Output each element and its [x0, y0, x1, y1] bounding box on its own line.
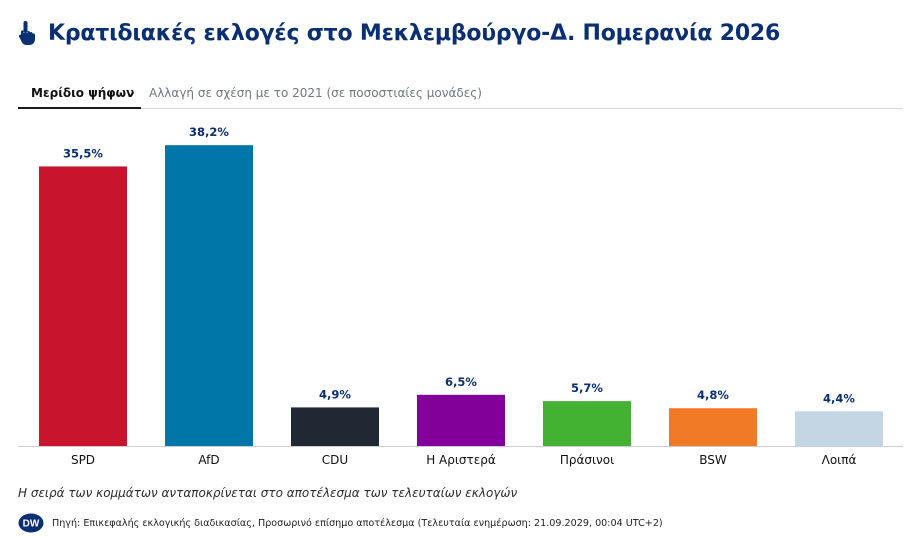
svg-text:DW: DW	[23, 519, 40, 530]
source-text: Πηγή: Επικεφαλής εκλογικής διαδικασίας, …	[52, 517, 663, 529]
source-row: DW Πηγή: Επικεφαλής εκλογικής διαδικασία…	[18, 513, 663, 533]
value-label-η-αριστερά: 6,5%	[445, 375, 477, 389]
value-label-cdu: 4,9%	[319, 387, 351, 401]
bar-λοιπά	[795, 411, 883, 446]
bar-afd	[165, 145, 253, 447]
dw-logo-icon: DW	[18, 513, 44, 533]
value-label-afd: 38,2%	[189, 125, 229, 139]
category-label-λοιπά: Λοιπά	[822, 453, 857, 467]
category-label-cdu: CDU	[322, 453, 348, 467]
bar-spd	[39, 166, 127, 446]
category-label-η-αριστερά: Η Αριστερά	[426, 453, 496, 467]
bar-bsw	[669, 408, 757, 446]
pointing-hand-icon	[18, 21, 35, 45]
chart-footnote: Η σειρά των κομμάτων ανταποκρίνεται στο …	[18, 486, 518, 500]
category-label-spd: SPD	[71, 453, 95, 467]
bar-η-αριστερά	[417, 394, 505, 446]
bar-πράσινοι	[543, 401, 631, 446]
category-label-afd: AfD	[198, 453, 219, 467]
page-title: Κρατιδιακές εκλογές στο Μεκλεμβούργο-Δ. …	[48, 20, 781, 46]
tab-bar: Μερίδιο ψήφων Αλλαγή σε σχέση με το 2021…	[18, 80, 903, 109]
value-label-λοιπά: 4,4%	[823, 391, 855, 405]
tab-change-since-2021[interactable]: Αλλαγή σε σχέση με το 2021 (σε ποσοστιαί…	[149, 86, 482, 100]
value-label-bsw: 4,8%	[697, 388, 729, 402]
category-label-πράσινοι: Πράσινοι	[560, 453, 614, 467]
header: Κρατιδιακές εκλογές στο Μεκλεμβούργο-Δ. …	[18, 18, 780, 48]
tab-vote-share[interactable]: Μερίδιο ψήφων	[18, 80, 142, 109]
value-label-πράσινοι: 5,7%	[571, 381, 603, 395]
category-label-bsw: BSW	[699, 453, 727, 467]
bar-cdu	[291, 407, 379, 446]
value-label-spd: 35,5%	[63, 146, 103, 160]
bar-chart: 35,5% SPD 38,2% AfD 4,9% CDU 6,5% Η Αριστερά 5,7…	[18, 125, 903, 467]
